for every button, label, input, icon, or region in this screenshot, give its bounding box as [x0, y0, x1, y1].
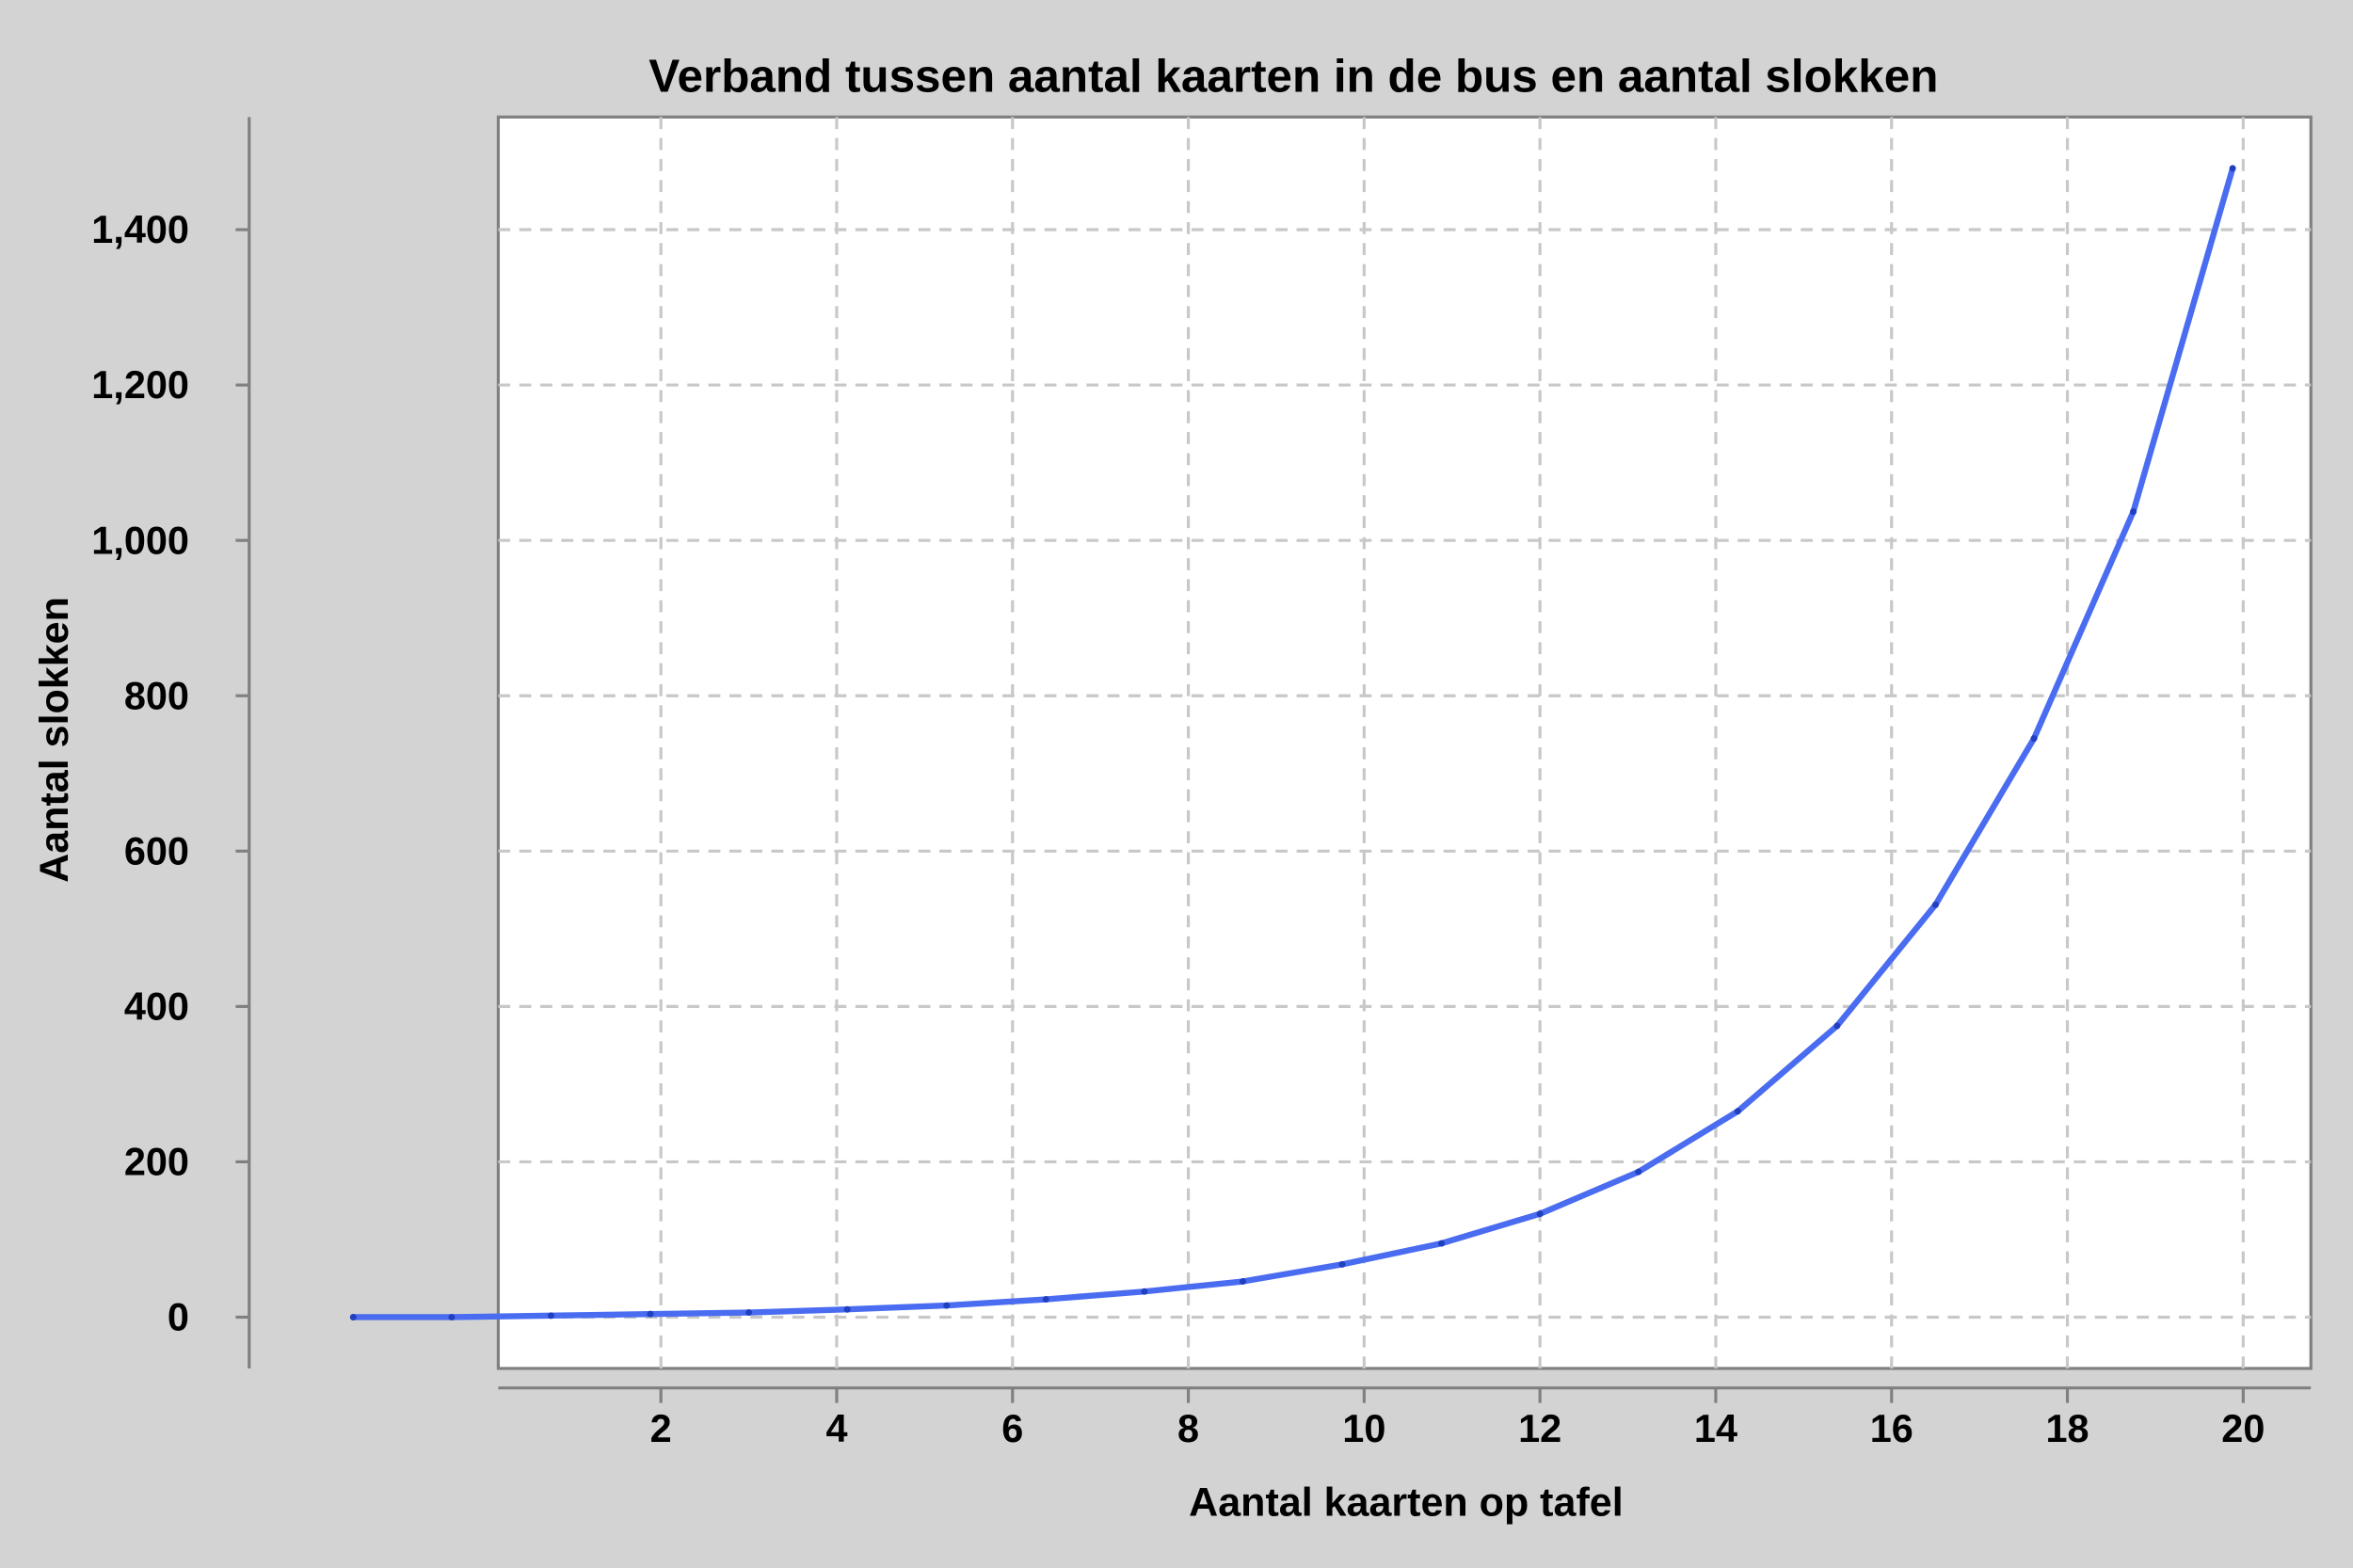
data-point	[1635, 1168, 1642, 1176]
plot-area	[496, 115, 2313, 1370]
chart-title: Verband tussen aantal kaarten in de bus …	[648, 51, 1938, 103]
x-tick-label: 8	[1177, 1406, 1199, 1450]
data-point	[2229, 165, 2236, 172]
data-point	[1042, 1296, 1049, 1304]
data-point	[1734, 1108, 1741, 1115]
x-tick-label: 6	[1001, 1406, 1023, 1450]
y-tick-label: 1,200	[91, 362, 189, 407]
data-point	[647, 1310, 654, 1318]
x-tick-label: 14	[1694, 1406, 1737, 1450]
data-point	[1438, 1240, 1446, 1247]
data-point	[1536, 1210, 1544, 1218]
data-point	[448, 1313, 456, 1320]
y-tick-label: 800	[124, 673, 189, 717]
data-point	[1338, 1260, 1346, 1268]
x-tick-label: 4	[825, 1406, 847, 1450]
data-point	[1239, 1278, 1246, 1286]
x-tick-label: 12	[1518, 1406, 1561, 1450]
y-tick-label: 400	[124, 984, 189, 1029]
grid	[498, 117, 2312, 1368]
y-tick-label: 200	[124, 1140, 189, 1184]
y-tick-label: 0	[168, 1295, 189, 1339]
data-point	[1931, 901, 1939, 908]
data-point	[2030, 735, 2038, 743]
y-tick-label: 1,400	[91, 207, 189, 251]
marks	[349, 165, 2236, 1320]
data-point	[349, 1313, 357, 1320]
data-point	[2130, 508, 2137, 516]
data-point	[547, 1312, 554, 1320]
y-axis-label: Aantal slokken	[32, 597, 77, 883]
y-tick-label: 1,000	[91, 518, 189, 562]
data-point	[843, 1305, 851, 1313]
series-line	[353, 167, 2236, 1320]
x-tick-label: 20	[2221, 1406, 2265, 1450]
data-point	[745, 1309, 753, 1317]
x-tick-label: 10	[1342, 1406, 1385, 1450]
x-axis-label: Aantal kaarten op tafel	[1189, 1480, 1624, 1525]
data-point	[1141, 1288, 1148, 1295]
data-point	[1833, 1022, 1841, 1030]
y-tick-label: 600	[124, 828, 189, 872]
x-tick-label: 18	[2046, 1406, 2089, 1450]
x-tick-label: 2	[650, 1406, 672, 1450]
x-tick-label: 16	[1870, 1406, 1913, 1450]
data-point	[943, 1302, 951, 1309]
